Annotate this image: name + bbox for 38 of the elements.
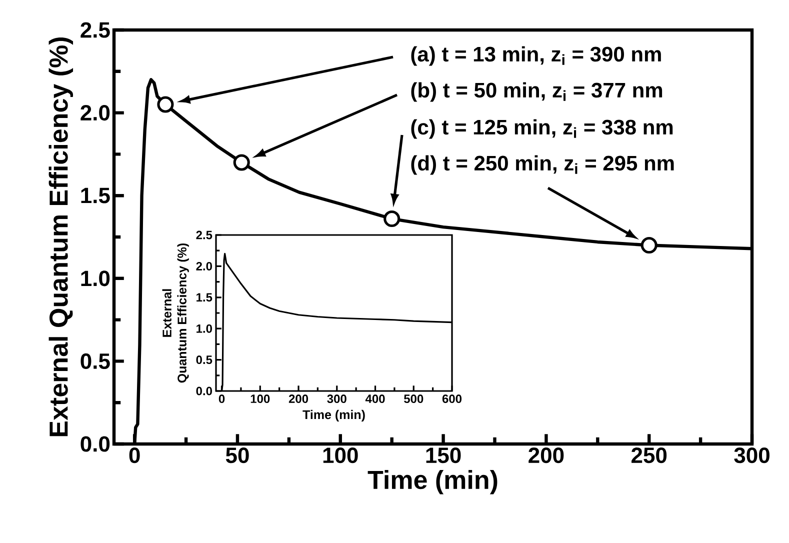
y-tick-label: 0.5 (196, 356, 212, 364)
x-tick-label: 200 (528, 448, 564, 464)
annotation: (c) t = 125 min, z$_{i}$ = 338 nm (411, 119, 673, 139)
x-axis-title: Time (min) (368, 470, 498, 494)
x-tick-label: 400 (365, 394, 385, 404)
x-tick-label: 50 (226, 448, 249, 464)
point (157, 96, 174, 113)
x-tick-label: 300 (734, 448, 770, 464)
y-tick-label: 2.5 (80, 22, 110, 38)
x-tick-label: 250 (632, 448, 667, 464)
y-tick-label: 2.0 (80, 105, 110, 121)
x-axis-title: Time (min) (302, 410, 365, 422)
x-tick-label: 100 (323, 448, 358, 464)
y-tick-label: 1.0 (81, 270, 110, 286)
y-tick-label: 0.0 (196, 386, 212, 396)
point (233, 154, 250, 171)
y-tick-label: 0.5 (80, 353, 110, 369)
y-axis-title: External Quantum Efficiency (%) (162, 243, 189, 383)
y-tick-label: 1.5 (81, 188, 110, 204)
annotation: (b) t = 50 min, z$_{i}$ = 377 nm (411, 82, 662, 102)
annotation: (a) t = 13 min, z$_{i}$ = 390 nm (411, 46, 661, 66)
x-tick-label: 0 (129, 448, 140, 464)
x-tick-label: 0 (218, 394, 225, 404)
y-tick-label: 1.0 (196, 324, 212, 333)
y-tick-label: 1.5 (196, 293, 212, 302)
x-tick-label: 100 (250, 394, 270, 404)
point (384, 210, 400, 228)
y-axis-title: External Quantum Efficiency (%) (48, 37, 74, 436)
x-tick-label: 500 (404, 394, 424, 404)
x-tick-label: 600 (442, 394, 462, 404)
annotation: (d) t = 250 min, z$_{i}$ = 295 nm (411, 155, 674, 175)
x-tick-label: 300 (327, 394, 346, 404)
y-tick-label: 2.5 (196, 230, 212, 240)
y-tick-label: 0.0 (80, 436, 110, 452)
x-tick-label: 200 (288, 394, 308, 404)
x-tick-label: 150 (426, 448, 461, 464)
point (640, 237, 658, 254)
y-tick-label: 2.0 (196, 262, 212, 270)
